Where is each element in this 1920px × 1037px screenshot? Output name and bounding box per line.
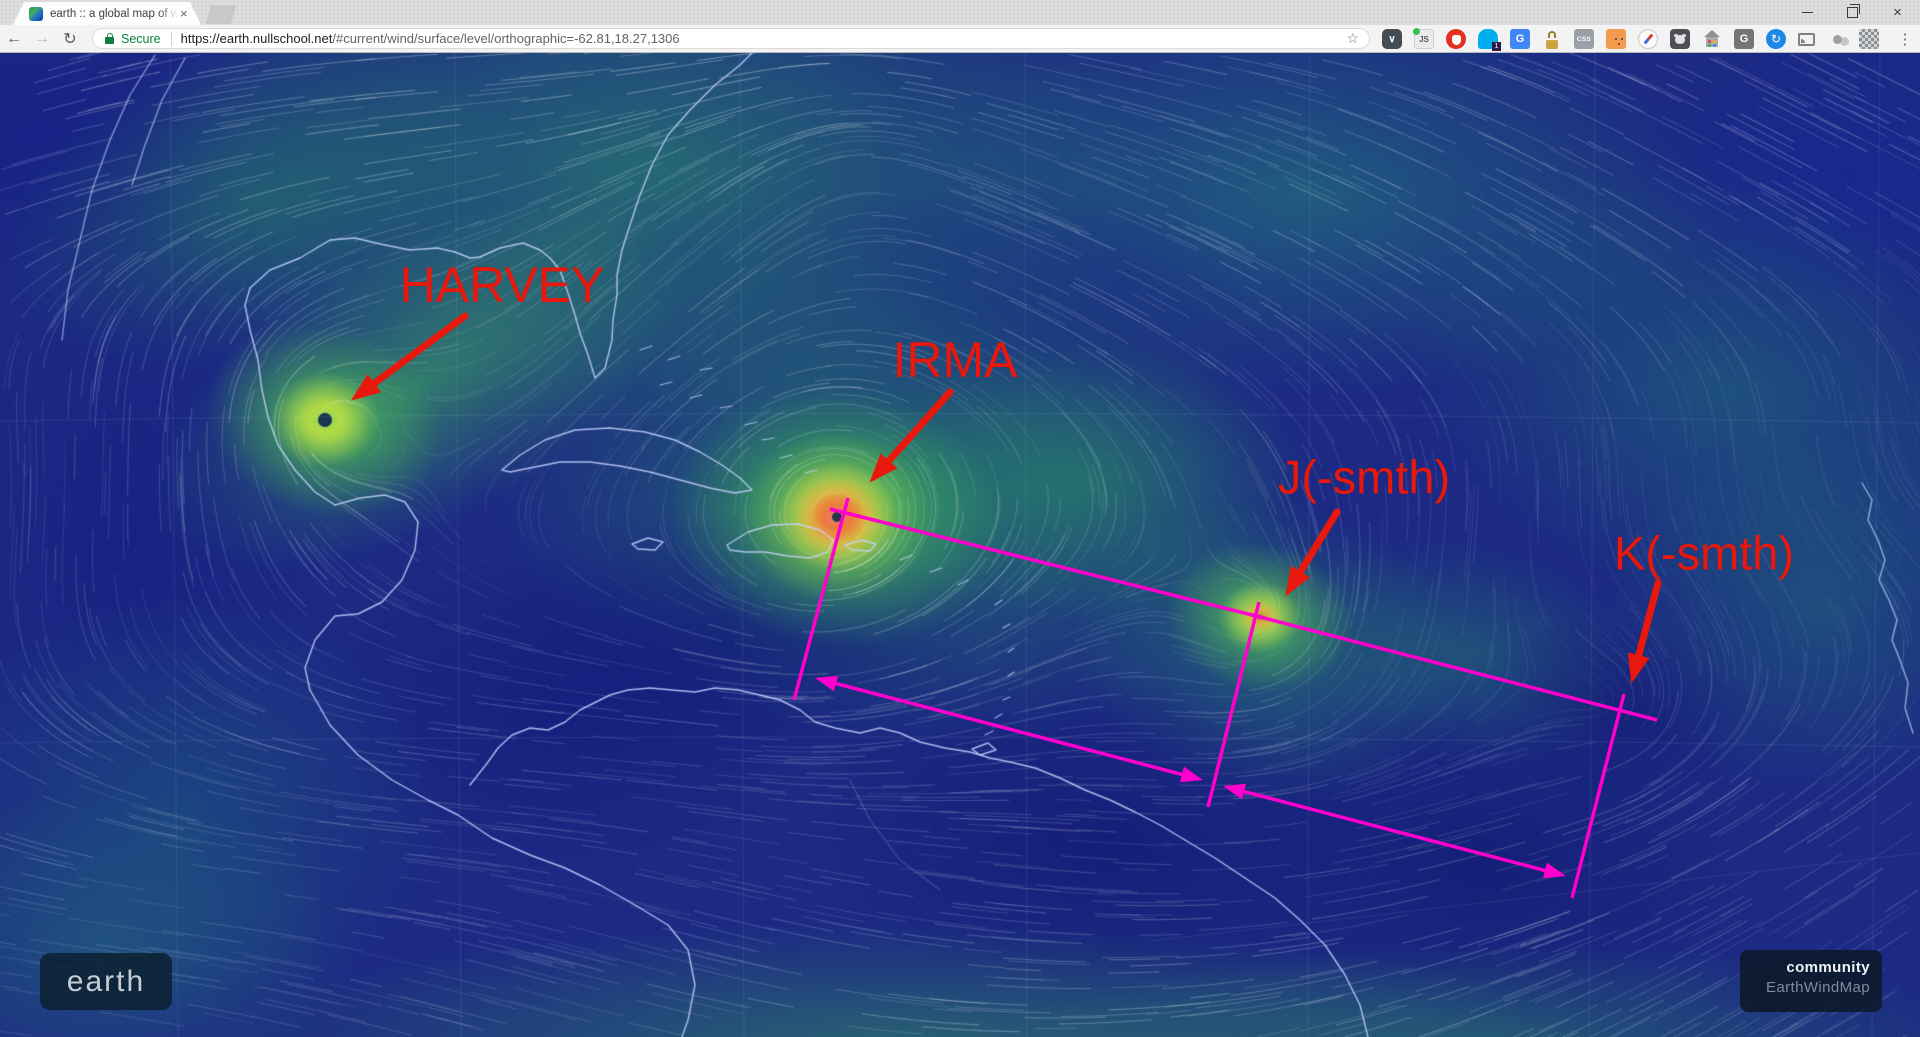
window-controls: × <box>1785 0 1920 25</box>
octocat-extension-icon[interactable] <box>1670 29 1690 49</box>
home-colored-dots <box>1708 40 1711 43</box>
secure-lock-icon <box>105 32 114 44</box>
earth-favicon <box>29 6 43 21</box>
url-host: https://earth.nullschool.net <box>180 31 333 46</box>
new-tab-button[interactable] <box>206 5 236 24</box>
avatar-face-extension-icon[interactable] <box>1606 29 1626 49</box>
storm-label-irma: IRMA <box>892 332 1018 388</box>
translate-extension-icon[interactable]: G <box>1510 29 1530 49</box>
restore-icon <box>1847 4 1860 18</box>
refresh-button[interactable]: ↻ <box>63 30 77 48</box>
js-blocker-extension-icon[interactable]: JS <box>1413 28 1434 49</box>
tab-title: earth :: a global map of w <box>50 7 178 20</box>
ghostery-extension-icon[interactable]: 1 <box>1478 29 1501 51</box>
browser-toolbar: ← → ↻ Secure https://earth.nullschool.ne… <box>0 25 1920 53</box>
profile-faces-extension-icon[interactable] <box>1827 29 1847 49</box>
cast-extension-icon[interactable] <box>1798 32 1815 46</box>
url-path: /#current/wind/surface/level/orthographi… <box>332 31 680 46</box>
css-extension-icon[interactable]: CSS <box>1574 29 1594 49</box>
secure-label[interactable]: Secure <box>121 31 161 46</box>
ghostery-badge: 1 <box>1492 42 1501 51</box>
address-bar[interactable]: Secure https://earth.nullschool.net /#cu… <box>92 28 1370 49</box>
storm-label-harvey: HARVEY <box>399 257 605 313</box>
forward-button[interactable]: → <box>34 29 50 47</box>
home-extension-icon[interactable] <box>1702 29 1722 49</box>
earthwindmap-attribution[interactable]: EarthWindMap <box>1765 979 1870 996</box>
g-extension-icon[interactable]: G <box>1734 29 1754 49</box>
community-panel: community EarthWindMap <box>1740 950 1882 1012</box>
adblock-hand-extension-icon[interactable] <box>1446 29 1466 49</box>
back-button[interactable]: ← <box>6 29 22 47</box>
compass-pen-extension-icon[interactable] <box>1638 29 1658 49</box>
pixel-grid-extension-icon[interactable] <box>1859 29 1879 49</box>
storm-label-j: J(-smth) <box>1277 450 1451 504</box>
browser-tab[interactable]: earth :: a global map of w × <box>13 2 201 25</box>
community-link[interactable]: community <box>1786 959 1870 976</box>
password-lock-extension-icon[interactable] <box>1542 29 1562 49</box>
url-separator <box>170 31 172 46</box>
browser-menu-icon[interactable]: ⋮ <box>1897 31 1913 48</box>
earth-menu-button[interactable]: earth <box>40 953 172 1010</box>
window-close-button[interactable]: × <box>1893 4 1902 21</box>
wind-map-viewport: HARVEY IRMA J(-smth) K(-smth) earth comm… <box>0 53 1920 1037</box>
pocket-extension-icon[interactable]: ∨ <box>1382 29 1402 49</box>
bookmark-star-icon[interactable]: ☆ <box>1346 30 1359 46</box>
extension-row: ∨ JS 1 G CSS G ↻ <box>1382 28 1879 51</box>
minimize-icon <box>1802 12 1813 13</box>
window-minimize-button[interactable] <box>1785 0 1830 25</box>
session-refresh-extension-icon[interactable]: ↻ <box>1766 29 1786 49</box>
tab-close-icon[interactable]: × <box>180 6 188 21</box>
tab-bar: earth :: a global map of w × × <box>0 0 1920 25</box>
window-restore-button[interactable] <box>1830 0 1875 25</box>
storm-label-k: K(-smth) <box>1613 526 1795 580</box>
